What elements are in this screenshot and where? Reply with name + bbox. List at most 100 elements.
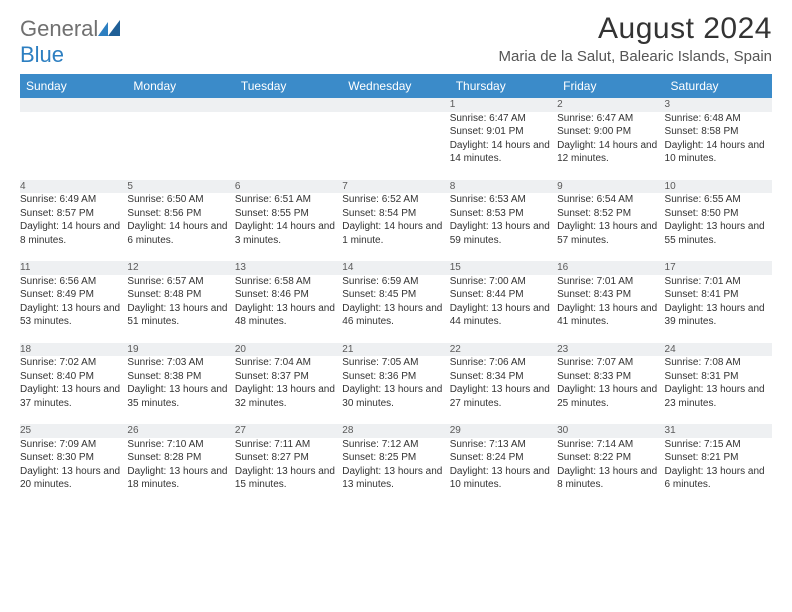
sunset-text: Sunset: 8:27 PM [235,451,342,465]
week-content-row: Sunrise: 6:49 AMSunset: 8:57 PMDaylight:… [20,193,772,261]
daylight-text: Daylight: 13 hours and 46 minutes. [342,302,449,329]
day-number-cell: 24 [665,343,772,357]
day-number-cell: 29 [450,424,557,438]
daylight-text: Daylight: 14 hours and 3 minutes. [235,220,342,247]
day-number-cell [342,98,449,112]
sunrise-text: Sunrise: 7:10 AM [127,438,234,452]
dayname-col: Thursday [450,74,557,98]
sunrise-text: Sunrise: 7:11 AM [235,438,342,452]
daylight-text: Daylight: 13 hours and 18 minutes. [127,465,234,492]
daylight-text: Daylight: 13 hours and 15 minutes. [235,465,342,492]
dayname-col: Wednesday [342,74,449,98]
dayname-col: Friday [557,74,664,98]
daylight-text: Daylight: 13 hours and 25 minutes. [557,383,664,410]
sunset-text: Sunset: 8:45 PM [342,288,449,302]
daylight-text: Daylight: 14 hours and 8 minutes. [20,220,127,247]
sunrise-text: Sunrise: 7:08 AM [665,356,772,370]
sunset-text: Sunset: 8:44 PM [450,288,557,302]
day-content-cell: Sunrise: 6:52 AMSunset: 8:54 PMDaylight:… [342,193,449,261]
sunset-text: Sunset: 8:22 PM [557,451,664,465]
day-number-cell: 3 [665,98,772,112]
sunset-text: Sunset: 8:57 PM [20,207,127,221]
sunset-text: Sunset: 8:38 PM [127,370,234,384]
day-content-cell: Sunrise: 7:07 AMSunset: 8:33 PMDaylight:… [557,356,664,424]
title-block: August 2024 Maria de la Salut, Balearic … [499,12,772,65]
week-content-row: Sunrise: 7:09 AMSunset: 8:30 PMDaylight:… [20,438,772,506]
daylight-text: Daylight: 13 hours and 48 minutes. [235,302,342,329]
day-content-cell: Sunrise: 6:51 AMSunset: 8:55 PMDaylight:… [235,193,342,261]
day-number-cell: 5 [127,180,234,194]
day-number-cell: 27 [235,424,342,438]
day-content-cell: Sunrise: 7:12 AMSunset: 8:25 PMDaylight:… [342,438,449,506]
daylight-text: Daylight: 13 hours and 59 minutes. [450,220,557,247]
sunset-text: Sunset: 9:00 PM [557,125,664,139]
day-content-cell: Sunrise: 7:15 AMSunset: 8:21 PMDaylight:… [665,438,772,506]
day-content-cell: Sunrise: 7:13 AMSunset: 8:24 PMDaylight:… [450,438,557,506]
dayname-col: Monday [127,74,234,98]
day-content-cell: Sunrise: 6:53 AMSunset: 8:53 PMDaylight:… [450,193,557,261]
calendar-table: Sunday Monday Tuesday Wednesday Thursday… [20,74,772,506]
week-daynum-row: 11121314151617 [20,261,772,275]
day-number-cell: 22 [450,343,557,357]
sunrise-text: Sunrise: 6:47 AM [450,112,557,126]
sunrise-text: Sunrise: 6:57 AM [127,275,234,289]
location-text: Maria de la Salut, Balearic Islands, Spa… [499,48,772,65]
sunset-text: Sunset: 8:40 PM [20,370,127,384]
sunset-text: Sunset: 8:30 PM [20,451,127,465]
daylight-text: Daylight: 14 hours and 12 minutes. [557,139,664,166]
sunrise-text: Sunrise: 7:00 AM [450,275,557,289]
sunset-text: Sunset: 8:48 PM [127,288,234,302]
day-number-cell: 7 [342,180,449,194]
sunset-text: Sunset: 9:01 PM [450,125,557,139]
day-number-cell: 14 [342,261,449,275]
day-number-cell: 4 [20,180,127,194]
sunset-text: Sunset: 8:46 PM [235,288,342,302]
sunset-text: Sunset: 8:24 PM [450,451,557,465]
sunset-text: Sunset: 8:25 PM [342,451,449,465]
daylight-text: Daylight: 13 hours and 55 minutes. [665,220,772,247]
day-content-cell: Sunrise: 7:11 AMSunset: 8:27 PMDaylight:… [235,438,342,506]
day-number-cell: 25 [20,424,127,438]
day-content-cell: Sunrise: 7:10 AMSunset: 8:28 PMDaylight:… [127,438,234,506]
sunrise-text: Sunrise: 7:03 AM [127,356,234,370]
sunrise-text: Sunrise: 7:09 AM [20,438,127,452]
daylight-text: Daylight: 13 hours and 51 minutes. [127,302,234,329]
sunrise-text: Sunrise: 6:55 AM [665,193,772,207]
day-content-cell: Sunrise: 6:47 AMSunset: 9:00 PMDaylight:… [557,112,664,180]
day-content-cell: Sunrise: 6:55 AMSunset: 8:50 PMDaylight:… [665,193,772,261]
daylight-text: Daylight: 13 hours and 23 minutes. [665,383,772,410]
day-number-cell [127,98,234,112]
day-content-cell: Sunrise: 7:01 AMSunset: 8:41 PMDaylight:… [665,275,772,343]
sunrise-text: Sunrise: 6:51 AM [235,193,342,207]
sunrise-text: Sunrise: 6:48 AM [665,112,772,126]
sunset-text: Sunset: 8:56 PM [127,207,234,221]
day-content-cell: Sunrise: 7:03 AMSunset: 8:38 PMDaylight:… [127,356,234,424]
day-content-cell: Sunrise: 6:48 AMSunset: 8:58 PMDaylight:… [665,112,772,180]
sunset-text: Sunset: 8:33 PM [557,370,664,384]
day-number-cell: 6 [235,180,342,194]
sunrise-text: Sunrise: 6:54 AM [557,193,664,207]
calendar-body: 123Sunrise: 6:47 AMSunset: 9:01 PMDaylig… [20,98,772,506]
sunset-text: Sunset: 8:43 PM [557,288,664,302]
sunset-text: Sunset: 8:49 PM [20,288,127,302]
sunset-text: Sunset: 8:52 PM [557,207,664,221]
sunrise-text: Sunrise: 6:53 AM [450,193,557,207]
day-number-cell [20,98,127,112]
day-number-cell [235,98,342,112]
sunset-text: Sunset: 8:41 PM [665,288,772,302]
sunrise-text: Sunrise: 7:14 AM [557,438,664,452]
sunset-text: Sunset: 8:21 PM [665,451,772,465]
sunset-text: Sunset: 8:31 PM [665,370,772,384]
sunset-text: Sunset: 8:37 PM [235,370,342,384]
sunset-text: Sunset: 8:36 PM [342,370,449,384]
week-content-row: Sunrise: 6:47 AMSunset: 9:01 PMDaylight:… [20,112,772,180]
sunset-text: Sunset: 8:50 PM [665,207,772,221]
sunrise-text: Sunrise: 7:15 AM [665,438,772,452]
day-content-cell [20,112,127,180]
daylight-text: Daylight: 13 hours and 27 minutes. [450,383,557,410]
sunset-text: Sunset: 8:28 PM [127,451,234,465]
day-content-cell: Sunrise: 6:47 AMSunset: 9:01 PMDaylight:… [450,112,557,180]
daylight-text: Daylight: 13 hours and 6 minutes. [665,465,772,492]
sunset-text: Sunset: 8:34 PM [450,370,557,384]
day-number-cell: 9 [557,180,664,194]
